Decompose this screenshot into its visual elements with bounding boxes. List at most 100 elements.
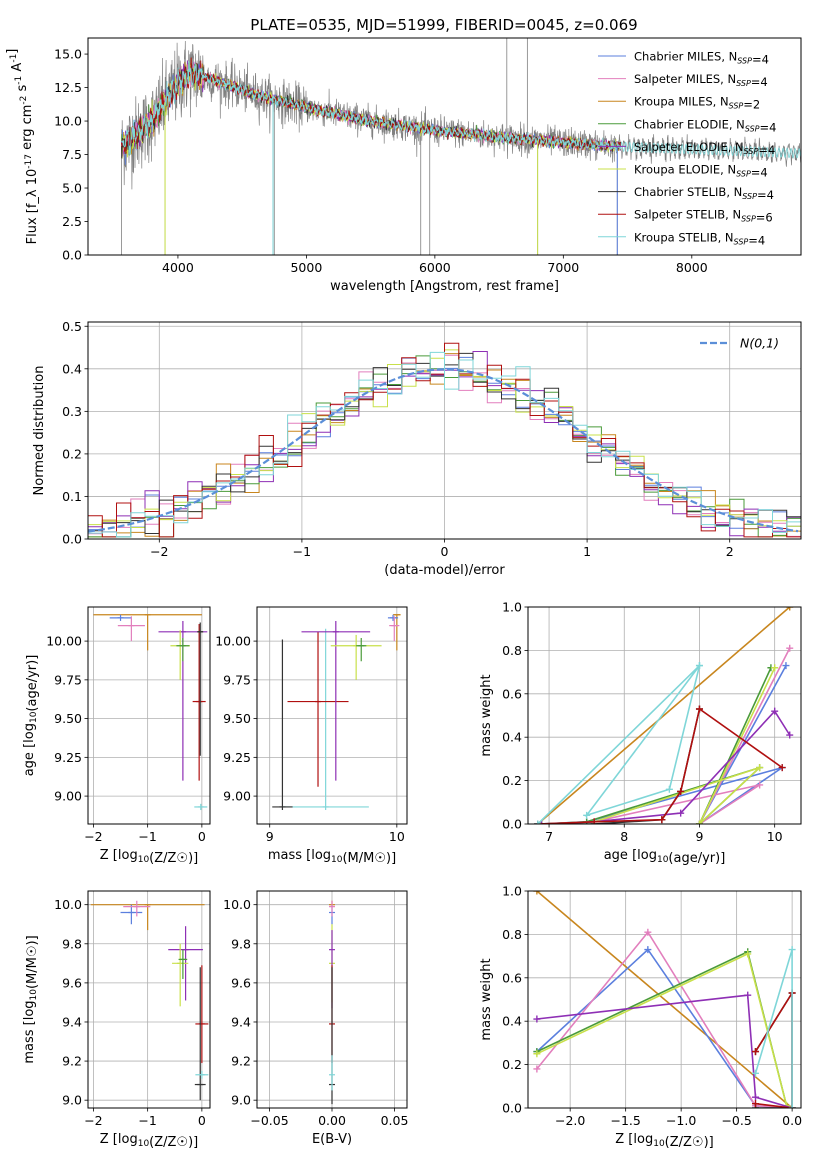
residuals-xtick-label: 2 [726,544,734,559]
mass_vs_ebv-ytick-label: 9.6 [231,975,251,990]
weight_vs_age-ytick-label: 0.8 [502,643,522,658]
mass_vs_Z-xtick-label: −1 [138,1113,156,1128]
mass_vs_ebv-ytick-label: 9.0 [231,1093,251,1108]
weight_vs_age-ytick-label: 0.6 [502,686,522,701]
mass_vs_ebv-ytick-label: 9.8 [231,936,251,951]
age_vs_Z-xlabel: Z [log10(Z/Z☉)] [100,848,198,866]
weight_vs_age-spines [527,606,802,825]
weight_vs_Z-point [533,891,541,895]
spectrum-xtick-label: 7000 [547,260,579,275]
spectrum-ytick-label: 2.5 [62,214,82,229]
weight_vs_Z-ytick-label: 0.2 [502,1057,522,1072]
age_vs_Z-axes [88,607,210,824]
spectrum-ytick-label: 15.0 [54,47,82,62]
mass_vs_Z-xtick-label: −2 [84,1113,102,1128]
weight_vs_age-ylabel: mass weight [479,674,494,756]
mass_vs_ebv-frame: −0.05 0.00 0.05 9.0 9.2 9.4 9.6 9.8 10.0 E(B-V) [223,890,408,1147]
age_vs_mass-ytick-label: 9.50 [223,711,251,726]
age_vs_mass-axes [257,607,407,824]
age_vs_mass-xtick-label: 9 [266,829,274,844]
mass_vs_Z-xtick-label: 0 [198,1113,206,1128]
residuals-ylabel: Normed distribution [32,366,47,496]
age_vs_mass-ytick-label: 9.75 [223,672,251,687]
figure-title: PLATE=0535, MJD=51999, FIBERID=0045, z=0… [250,16,637,34]
mass_vs_Z-ytick-label: 9.6 [62,975,82,990]
legend-entry: Chabrier MILES, NSSP=4 [634,50,769,67]
weight_vs_age-plot [534,607,794,824]
weight_vs_age-xtick-label: 10 [767,829,783,844]
mass_vs_Z-ylabel: mass [log10(M/M☉)] [22,935,40,1063]
weight_vs_Z-series-8 [754,949,793,1108]
weight_vs_age-series-7 [537,707,783,824]
weight_vs_age-point [538,820,546,824]
legend-entry: Chabrier ELODIE, NSSP=4 [634,117,776,134]
age_vs_mass-frame: 9 10 9.00 9.25 9.50 9.75 10.00 mass [log10(M/M☉… [215,606,408,866]
mass_vs_Z-ytick-label: 9.8 [62,936,82,951]
plots-layer: 4000 5000 6000 7000 80000.02.55.07.510.012.5… [5,37,802,1150]
age_vs_mass-ytick-label: 10.00 [215,634,251,649]
residuals-xtick-label: −1 [293,544,311,559]
weight_vs_age-point [771,707,779,715]
spectrum-ylabel: Flux [f_λ 10-17 erg cm-2 s-1 A-1] [5,49,40,245]
residuals-xlabel: (data-model)/error [384,563,505,578]
weight_vs_age-ytick-label: 1.0 [502,600,522,615]
weight_vs_Z-plot [533,891,796,1108]
mass_vs_ebv-ytick-label: 9.4 [231,1014,251,1029]
weight_vs_age-point [695,820,703,824]
spectrum-xtick-label: 6000 [419,260,451,275]
legend-entry: Salpeter ELODIE, NSSP=4 [634,140,775,157]
spectrum-frame: 4000 5000 6000 7000 8000 0.0 2.5 5.0 7.5 10.0 12.5… [5,37,802,294]
weight_vs_Z-point [752,1100,759,1108]
residuals-ytick-label: 0.4 [62,361,82,376]
mass_vs_Z-ytick-label: 9.2 [62,1054,82,1069]
weight_vs_age-point [771,664,779,672]
weight_vs_age-frame: 7 8 9 10 0.0 0.2 0.4 0.6 0.8 1.0 age [log10(age/yr… [479,600,802,866]
weight_vs_Z-series-1 [536,930,793,1108]
weight_vs_age-point [756,781,764,789]
weight_vs_age-series-2 [537,607,791,824]
weight_vs_Z-xlabel: Z [log10(Z/Z☉)] [615,1132,713,1150]
legend-entry: N(0,1) [740,336,779,351]
residuals-plot [88,342,801,538]
spectrum-xtick-label: 4000 [162,260,194,275]
spectrum-xlabel: wavelength [Angstrom, rest frame] [330,279,559,294]
residual-legend: N(0,1) [700,336,779,351]
residuals-xtick-label: 0 [441,544,449,559]
weight_vs_Z-point [788,1104,796,1108]
age_vs_Z-ylabel: age [log10(age/yr)] [22,655,40,777]
weight_vs_Z-point [533,1065,541,1073]
weight_vs_age-point [782,662,790,670]
weight_vs_age-ytick-label: 0.4 [502,730,522,745]
legend-entry: Salpeter MILES, NSSP=4 [634,72,768,89]
mass_vs_Z-ytick-label: 9.4 [62,1014,82,1029]
weight_vs_age-point [778,764,786,772]
model-spectrum-8 [121,60,801,159]
residuals-ytick-label: 0.1 [62,489,82,504]
weight_vs_age-point [786,644,794,652]
age_vs_mass-plot [272,614,401,811]
mass_vs_ebv-xlabel: E(B-V) [312,1132,352,1147]
age_vs_mass-spines [256,606,408,825]
weight_vs_age-xtick-label: 9 [695,829,703,844]
mass_vs_Z-frame: −2 −1 0 9.0 9.2 9.4 9.6 9.8 10.0 Z [log10(Z/Z☉)] m… [22,890,211,1150]
spectrum-ytick-label: 7.5 [62,147,82,162]
weight_vs_Z-ylabel: mass weight [479,958,494,1040]
mass_vs_ebv-plot [329,900,335,1105]
spectrum-spines [87,37,802,256]
age_vs_mass-xlabel: mass [log10(M/M☉)] [268,848,396,866]
weight_vs_Z-point [644,928,652,936]
weight_vs_age-xtick-label: 7 [545,829,553,844]
weight_vs_Z-point [744,950,752,958]
weight_vs_Z-point [744,991,752,999]
weight_vs_age-point [786,607,794,611]
mass_vs_Z-plot [90,900,209,1101]
weight_vs_age-point [756,764,764,772]
mass_vs_Z-spines [87,890,211,1109]
weight_vs_Z-ytick-label: 0.8 [502,927,522,942]
observed-spectrum [121,40,801,190]
mass_vs_ebv-xtick-label: 0.00 [318,1113,346,1128]
weight_vs_age-point [534,820,542,824]
weight_vs_Z-xtick-label: −2.0 [555,1113,585,1128]
mass_vs_Z-xlabel: Z [log10(Z/Z☉)] [100,1132,198,1150]
